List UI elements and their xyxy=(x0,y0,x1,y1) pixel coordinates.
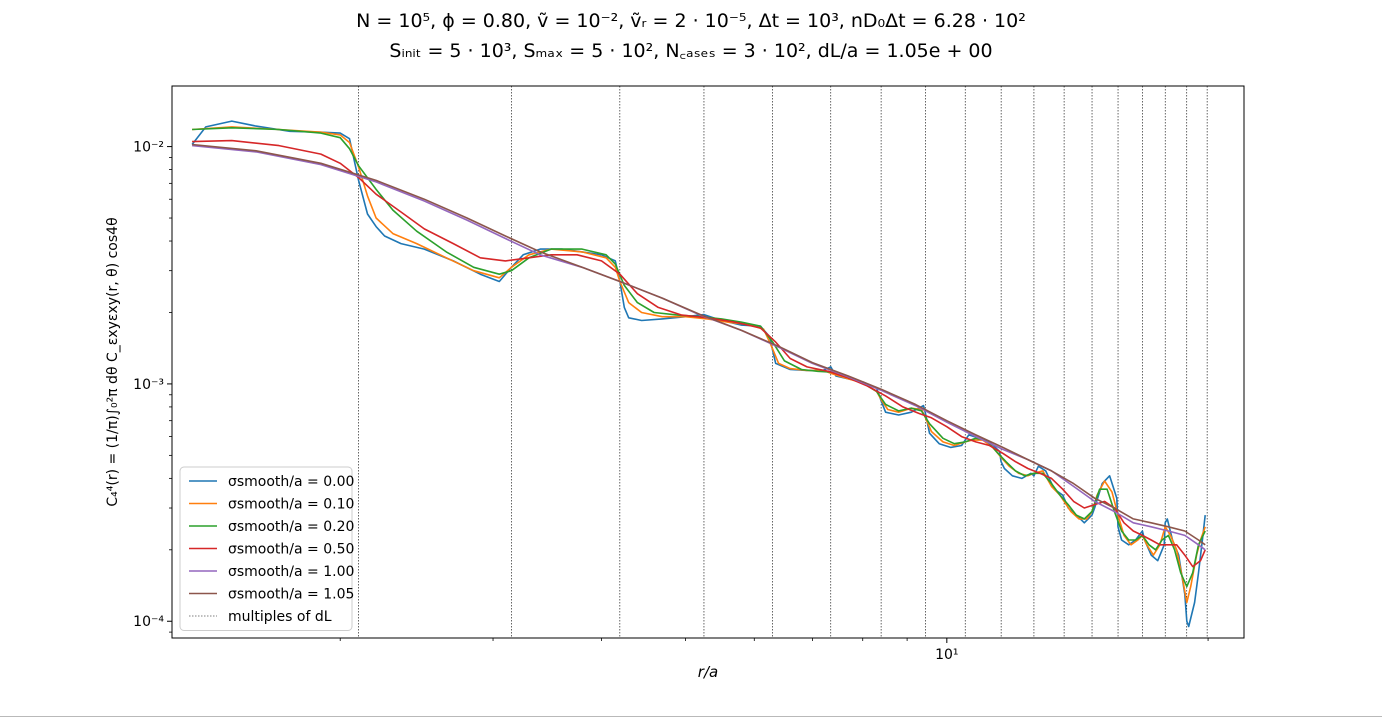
series-line-4 xyxy=(192,144,1206,551)
legend-label-dl: multiples of dL xyxy=(228,609,332,625)
legend: σsmooth/a = 0.00 σsmooth/a = 0.10 σsmooth/… xyxy=(179,466,354,631)
axis-ticks: 10¹ 10⁻² 10⁻³ 10⁻⁴ xyxy=(133,140,1209,663)
series-line-2 xyxy=(192,127,1206,588)
y-tick-label: 10⁻² xyxy=(133,140,164,156)
series-line-5 xyxy=(192,143,1206,546)
y-axis-label: C₄⁴(r) = (1/π)∫₀²π dθ C_εxyεxy(r, θ) cos… xyxy=(105,217,121,506)
legend-label: σsmooth/a = 0.20 xyxy=(228,519,354,535)
legend-label: σsmooth/a = 0.50 xyxy=(228,542,354,558)
y-tick-label: 10⁻³ xyxy=(133,377,164,393)
series-line-3 xyxy=(192,139,1206,568)
legend-label: σsmooth/a = 1.05 xyxy=(228,587,354,603)
legend-label: σsmooth/a = 0.10 xyxy=(228,497,354,513)
window-bottom-border xyxy=(0,716,1382,717)
series-layer xyxy=(191,120,1206,628)
chart-title-line-1: N = 10⁵, ϕ = 0.80, ṽ = 10⁻², ṽᵣ = 2 · 10… xyxy=(356,10,1026,32)
legend-label: σsmooth/a = 1.00 xyxy=(228,564,354,580)
x-axis-label: r/a xyxy=(698,663,718,681)
y-tick-label: 10⁻⁴ xyxy=(133,614,164,630)
legend-box xyxy=(179,466,353,631)
legend-label: σsmooth/a = 0.00 xyxy=(228,474,354,490)
plot-frame xyxy=(171,85,1245,639)
dl-multiple-lines xyxy=(358,86,1208,638)
series-line-0 xyxy=(191,120,1206,628)
x-tick-label: 10¹ xyxy=(935,647,958,663)
chart-title-line-2: Sᵢₙᵢₜ = 5 · 10³, Sₘₐₓ = 5 · 10², N꜀ₐₛₑₛ … xyxy=(389,40,993,62)
